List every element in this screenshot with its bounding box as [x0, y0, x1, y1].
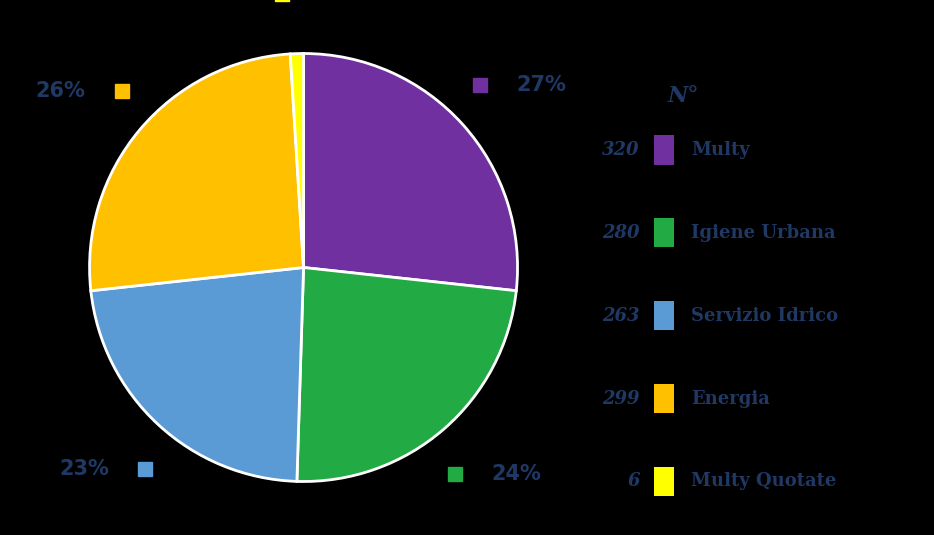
Text: Igiene Urbana: Igiene Urbana	[691, 224, 836, 242]
Text: 26%: 26%	[35, 81, 85, 101]
Wedge shape	[297, 268, 517, 482]
Text: Multy Quotate: Multy Quotate	[691, 472, 837, 491]
Text: 1%: 1%	[277, 0, 313, 4]
Text: 23%: 23%	[59, 458, 109, 479]
Text: N°: N°	[668, 85, 700, 108]
Text: Energia: Energia	[691, 389, 770, 408]
Text: 6: 6	[628, 472, 640, 491]
Text: 24%: 24%	[492, 464, 542, 484]
Wedge shape	[91, 268, 304, 482]
Text: 27%: 27%	[517, 75, 566, 95]
Text: 280: 280	[602, 224, 640, 242]
Wedge shape	[304, 54, 517, 291]
Wedge shape	[90, 54, 304, 291]
Wedge shape	[290, 54, 304, 268]
Text: 320: 320	[602, 141, 640, 159]
Text: Multy: Multy	[691, 141, 750, 159]
Text: 299: 299	[602, 389, 640, 408]
Text: Servizio Idrico: Servizio Idrico	[691, 307, 839, 325]
Text: 263: 263	[602, 307, 640, 325]
